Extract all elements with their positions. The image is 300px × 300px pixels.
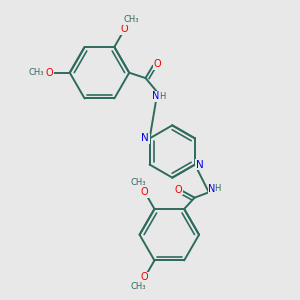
Text: O: O <box>46 68 53 78</box>
Text: CH₃: CH₃ <box>29 68 44 77</box>
Text: H: H <box>160 92 166 101</box>
Text: O: O <box>153 59 161 69</box>
Text: H: H <box>214 184 220 193</box>
Text: N: N <box>196 160 203 170</box>
Text: O: O <box>121 25 128 34</box>
Text: O: O <box>175 184 182 195</box>
Text: CH₃: CH₃ <box>130 178 146 187</box>
Text: N: N <box>208 184 215 194</box>
Text: O: O <box>141 187 148 197</box>
Text: CH₃: CH₃ <box>123 16 139 25</box>
Text: CH₃: CH₃ <box>130 283 146 292</box>
Text: N: N <box>152 91 160 101</box>
Text: N: N <box>141 134 149 143</box>
Text: O: O <box>141 272 148 282</box>
